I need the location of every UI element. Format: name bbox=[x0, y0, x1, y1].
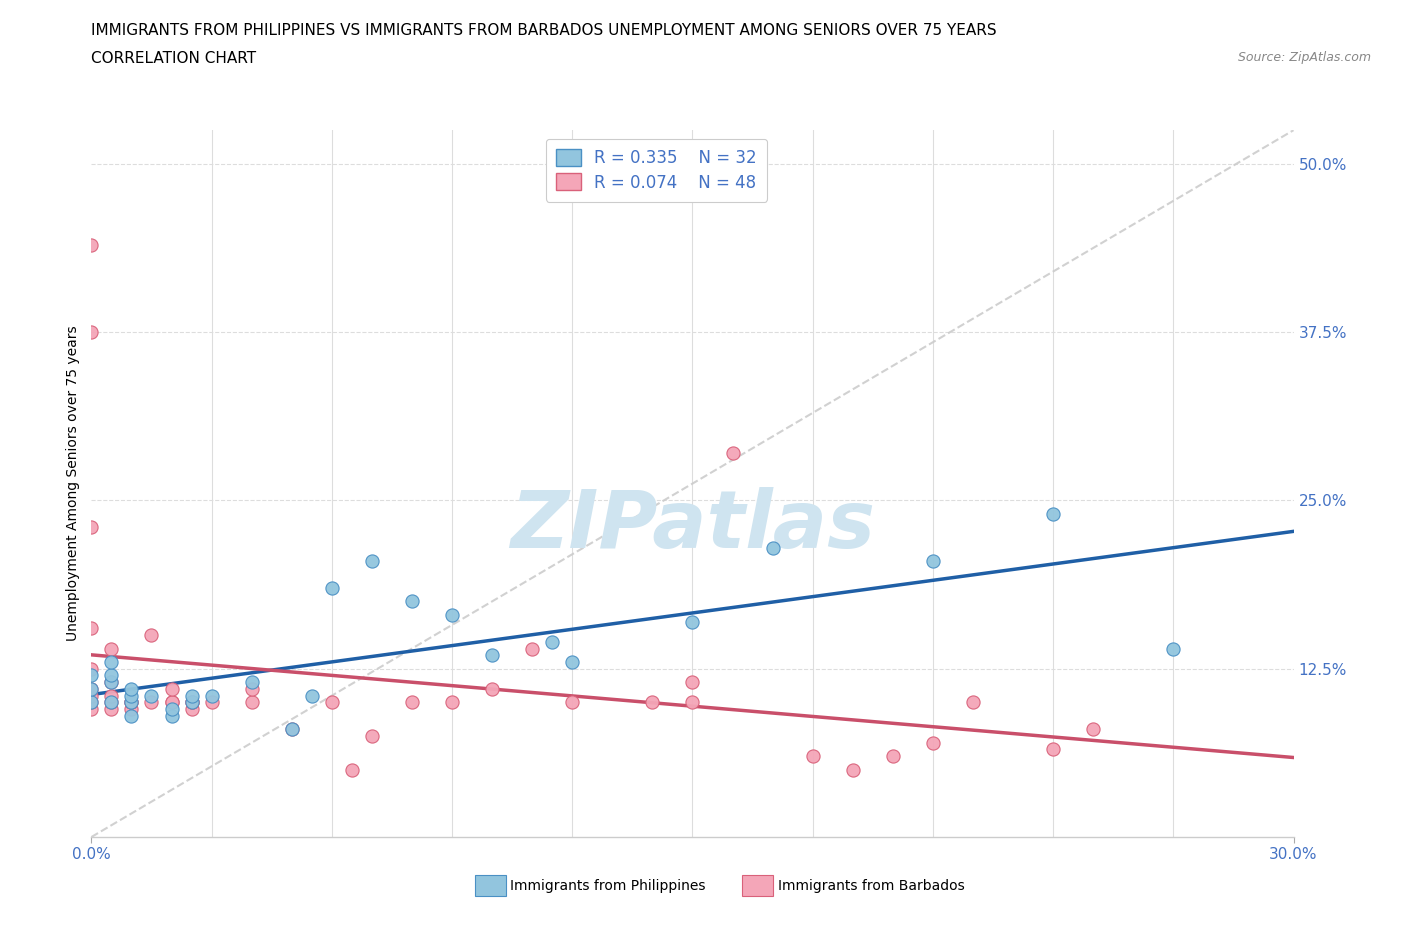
Point bbox=[401, 695, 423, 710]
Text: IMMIGRANTS FROM PHILIPPINES VS IMMIGRANTS FROM BARBADOS UNEMPLOYMENT AMONG SENIO: IMMIGRANTS FROM PHILIPPINES VS IMMIGRANT… bbox=[91, 23, 997, 38]
Point bbox=[180, 695, 202, 710]
Point bbox=[281, 722, 304, 737]
Point bbox=[721, 445, 744, 460]
Point bbox=[80, 661, 103, 676]
Point bbox=[100, 688, 122, 703]
Point bbox=[121, 709, 143, 724]
Point bbox=[121, 688, 143, 703]
Legend: R = 0.335    N = 32, R = 0.074    N = 48: R = 0.335 N = 32, R = 0.074 N = 48 bbox=[546, 139, 766, 202]
Point bbox=[681, 695, 703, 710]
Point bbox=[100, 675, 122, 690]
Point bbox=[80, 682, 103, 697]
Point bbox=[922, 736, 945, 751]
Point bbox=[240, 682, 263, 697]
Point bbox=[100, 655, 122, 670]
Point bbox=[80, 520, 103, 535]
Point bbox=[180, 701, 202, 716]
Point bbox=[80, 237, 103, 252]
Point bbox=[100, 641, 122, 656]
Point bbox=[141, 695, 163, 710]
Point bbox=[762, 540, 785, 555]
Point bbox=[180, 688, 202, 703]
Point bbox=[160, 701, 183, 716]
Point bbox=[100, 695, 122, 710]
Point bbox=[160, 695, 183, 710]
Point bbox=[561, 655, 583, 670]
Point bbox=[1042, 742, 1064, 757]
Point bbox=[1083, 722, 1105, 737]
Point bbox=[641, 695, 664, 710]
Point bbox=[541, 634, 564, 649]
Point bbox=[201, 688, 224, 703]
Point bbox=[281, 722, 304, 737]
Point bbox=[80, 325, 103, 339]
Point bbox=[440, 607, 463, 622]
Point bbox=[121, 695, 143, 710]
Point bbox=[121, 682, 143, 697]
Point bbox=[1042, 507, 1064, 522]
Point bbox=[681, 675, 703, 690]
Y-axis label: Unemployment Among Seniors over 75 years: Unemployment Among Seniors over 75 years bbox=[66, 326, 80, 642]
Point bbox=[440, 695, 463, 710]
Text: Immigrants from Barbados: Immigrants from Barbados bbox=[778, 879, 965, 894]
Point bbox=[121, 695, 143, 710]
Point bbox=[100, 675, 122, 690]
Point bbox=[360, 553, 382, 568]
Point bbox=[801, 749, 824, 764]
Point bbox=[1163, 641, 1185, 656]
Point bbox=[681, 614, 703, 629]
Point bbox=[401, 594, 423, 609]
Point bbox=[922, 553, 945, 568]
Point bbox=[80, 668, 103, 683]
Point bbox=[80, 701, 103, 716]
Point bbox=[962, 695, 984, 710]
Point bbox=[100, 701, 122, 716]
Point bbox=[80, 621, 103, 636]
Point bbox=[160, 695, 183, 710]
Point bbox=[141, 688, 163, 703]
Point bbox=[522, 641, 544, 656]
Point bbox=[180, 695, 202, 710]
Point bbox=[360, 728, 382, 743]
Text: Source: ZipAtlas.com: Source: ZipAtlas.com bbox=[1237, 51, 1371, 64]
Point bbox=[841, 763, 863, 777]
Point bbox=[160, 682, 183, 697]
Point bbox=[100, 695, 122, 710]
Point bbox=[301, 688, 323, 703]
Point bbox=[321, 580, 343, 595]
Point bbox=[240, 695, 263, 710]
Text: ZIPatlas: ZIPatlas bbox=[510, 487, 875, 565]
Point bbox=[180, 695, 202, 710]
Point bbox=[80, 695, 103, 710]
Point bbox=[80, 688, 103, 703]
Point bbox=[100, 668, 122, 683]
Point bbox=[121, 701, 143, 716]
Point bbox=[80, 695, 103, 710]
Point bbox=[481, 682, 503, 697]
Point bbox=[561, 695, 583, 710]
Point bbox=[240, 675, 263, 690]
Point bbox=[80, 682, 103, 697]
Point bbox=[121, 695, 143, 710]
Text: CORRELATION CHART: CORRELATION CHART bbox=[91, 51, 256, 66]
Point bbox=[340, 763, 363, 777]
Point bbox=[201, 695, 224, 710]
Point bbox=[321, 695, 343, 710]
Point bbox=[160, 709, 183, 724]
Point bbox=[141, 628, 163, 643]
Text: Immigrants from Philippines: Immigrants from Philippines bbox=[510, 879, 706, 894]
Point bbox=[481, 648, 503, 663]
Point bbox=[882, 749, 904, 764]
